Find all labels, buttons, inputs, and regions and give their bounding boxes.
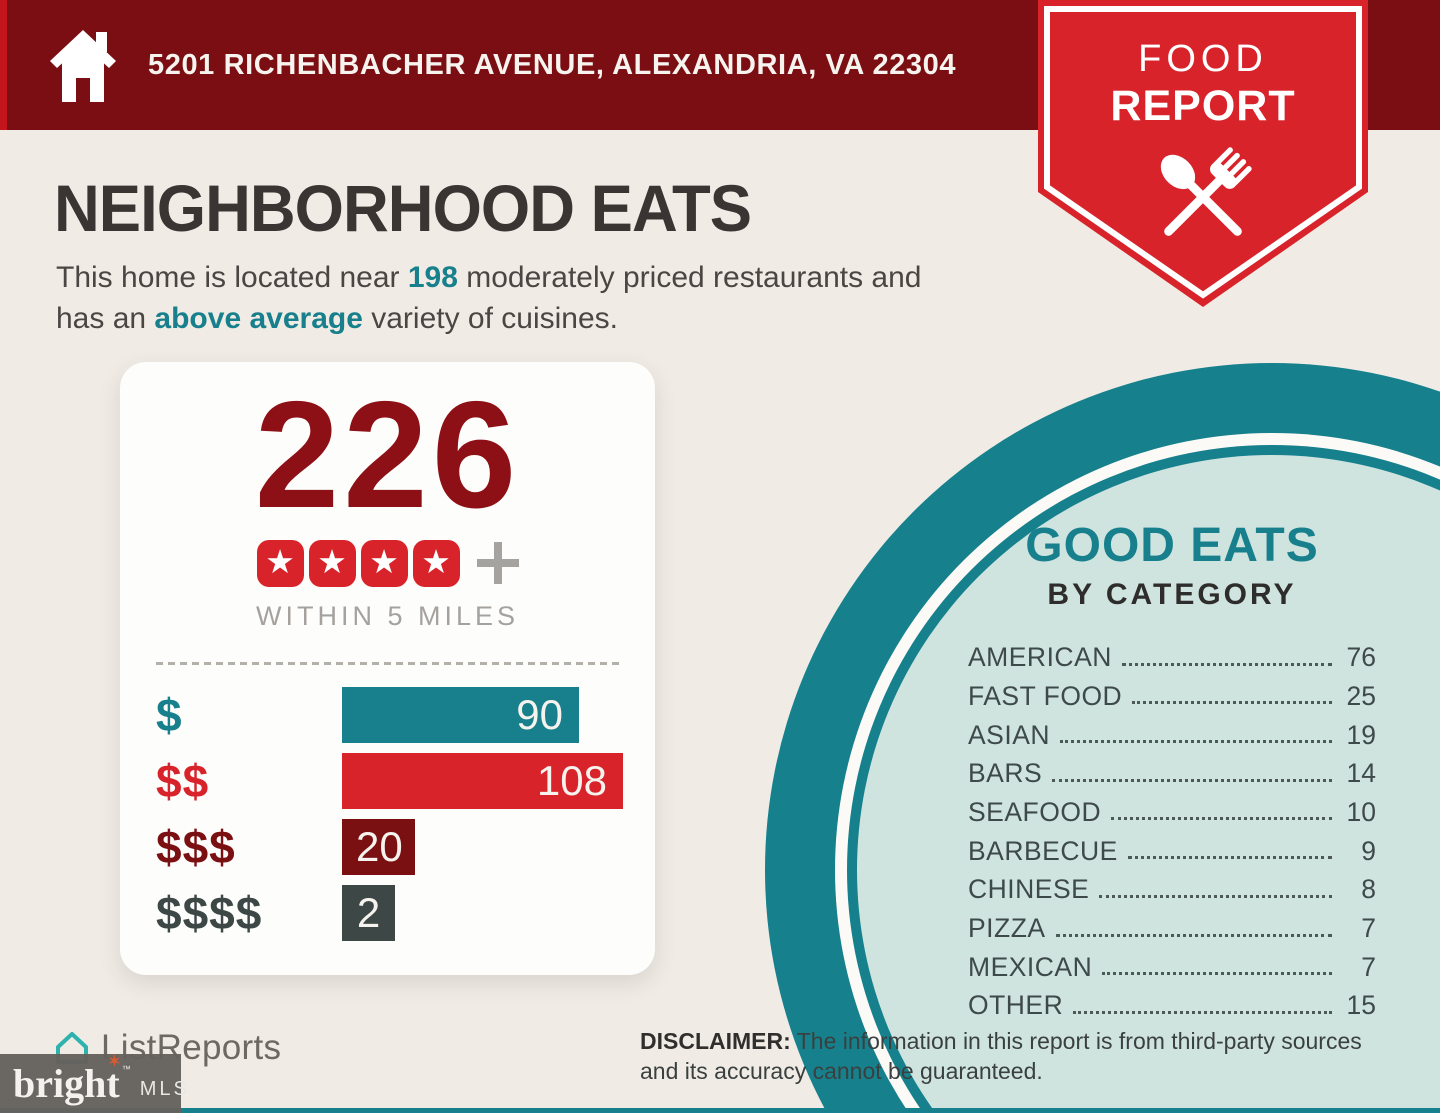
category-name: MEXICAN [968, 951, 1093, 982]
category-row: PIZZA 7 [968, 909, 1376, 948]
category-row: CHINESE 8 [968, 870, 1376, 909]
price-tier-label: $$$$ [156, 887, 263, 940]
badge-title-line1: FOOD [1138, 38, 1268, 80]
plus-icon [476, 542, 519, 585]
category-name: SEAFOOD [968, 796, 1102, 827]
good-eats-title: GOOD EATS [1025, 519, 1319, 572]
price-tier-chart: $ 90 $$ 108 $$$ 20 $$$$ 2 [120, 687, 655, 942]
bottom-accent-bar [0, 1108, 1440, 1113]
category-count: 76 [1346, 642, 1376, 673]
brightmls-text: bright [13, 1060, 120, 1106]
category-row: FAST FOOD 25 [968, 677, 1376, 716]
dot-leader [1132, 701, 1332, 705]
category-name: PIZZA [968, 913, 1046, 943]
category-list: AMERICAN 76 FAST FOOD 25 ASIAN 19 BARS 14 SE… [968, 638, 1376, 1025]
category-name: BARS [968, 758, 1043, 789]
category-count: 10 [1346, 796, 1376, 827]
category-row: AMERICAN 76 [968, 638, 1376, 677]
price-tier-label: $$$ [156, 821, 236, 874]
price-tier-bar: 2 [342, 885, 395, 942]
price-tier-value: 2 [356, 889, 381, 937]
brightmls-wordmark: bright ✶ [13, 1054, 121, 1106]
price-tier-bar: 90 [342, 687, 579, 744]
radius-label: WITHIN 5 MILES [255, 601, 520, 632]
trademark-symbol: ™ [121, 1063, 131, 1074]
price-tier-row: $$$ 20 [120, 819, 655, 876]
star-icon [360, 539, 408, 587]
dot-leader [1121, 662, 1332, 666]
category-count: 15 [1346, 990, 1376, 1021]
brightmls-watermark: bright ✶ ™ MLS [0, 1054, 187, 1113]
star-icon [308, 539, 356, 587]
category-count: 8 [1361, 874, 1376, 905]
price-tier-value: 90 [516, 691, 563, 739]
dot-leader [1073, 1010, 1332, 1014]
star-rating [120, 537, 655, 589]
subtitle-text-3: has an [56, 301, 155, 335]
category-row: BARBECUE 9 [968, 831, 1376, 870]
subtitle-text-1: This home is located near [56, 261, 408, 294]
restaurant-count: 198 [407, 261, 458, 294]
category-name: ASIAN [968, 719, 1051, 750]
category-name: FAST FOOD [968, 680, 1123, 711]
price-tier-bar: 20 [342, 819, 415, 876]
dot-leader [1055, 933, 1332, 937]
star-icon [412, 539, 460, 587]
category-count: 14 [1346, 758, 1376, 789]
subtitle-text-4: variety of cuisines. [362, 301, 618, 335]
category-name: OTHER [968, 990, 1064, 1021]
crossed-spoon-fork-icon [1160, 147, 1252, 236]
category-name: BARBECUE [968, 835, 1118, 866]
category-count: 7 [1361, 951, 1376, 982]
good-eats-subtitle: BY CATEGORY [1047, 578, 1297, 611]
dot-leader [1102, 972, 1332, 976]
category-row: ASIAN 19 [968, 715, 1376, 754]
subtitle-text-2: moderately priced restaurants and [457, 261, 922, 294]
star-icon [256, 539, 304, 587]
price-tier-label: $$ [156, 755, 210, 808]
property-address: 5201 RICHENBACHER AVENUE, ALEXANDRIA, VA… [148, 48, 957, 81]
category-count: 19 [1346, 719, 1376, 750]
category-count: 9 [1361, 835, 1376, 866]
dashed-divider [156, 662, 619, 666]
dot-leader [1099, 894, 1332, 898]
category-name: CHINESE [968, 874, 1090, 905]
badge-ribbon-shape [1038, 0, 1368, 307]
badge-title-line2: REPORT [1110, 82, 1296, 130]
disclaimer-body: The information in this report is from t… [640, 1028, 1362, 1085]
header-left-accent-strip [0, 0, 7, 130]
disclaimer-text: DISCLAIMER: The information in this repo… [640, 1026, 1388, 1087]
food-report-badge: FOOD REPORT [1038, 0, 1368, 307]
brightmls-star-icon: ✶ [108, 1053, 121, 1070]
home-icon [50, 30, 116, 102]
category-row: OTHER 15 [968, 986, 1376, 1025]
page-title: NEIGHBORHOOD EATS [54, 171, 752, 245]
category-count: 7 [1361, 913, 1376, 943]
category-name: AMERICAN [968, 642, 1112, 673]
price-tier-row: $ 90 [120, 687, 655, 744]
restaurant-summary-card: 226 WITHIN 5 MILES $ 90 $$ 108 [120, 362, 655, 975]
category-row: SEAFOOD 10 [968, 793, 1376, 832]
dot-leader [1052, 778, 1332, 782]
price-tier-value: 20 [356, 823, 403, 871]
restaurant-total-count: 226 [254, 370, 521, 540]
page-subtitle: This home is located near 198 moderately… [56, 258, 1036, 340]
dot-leader [1111, 817, 1332, 821]
price-tier-label: $ [156, 689, 183, 742]
price-tier-row: $$ 108 [120, 753, 655, 810]
mls-label: MLS [139, 1078, 190, 1100]
category-row: MEXICAN 7 [968, 948, 1376, 987]
disclaimer-label: DISCLAIMER: [640, 1028, 791, 1054]
dot-leader [1127, 856, 1332, 860]
dot-leader [1060, 740, 1332, 744]
good-eats-panel: GOOD EATS BY CATEGORY AMERICAN 76 FAST FO… [968, 518, 1376, 1025]
variety-highlight: above average [154, 301, 363, 335]
category-count: 25 [1346, 680, 1376, 711]
price-tier-row: $$$$ 2 [120, 885, 655, 942]
price-tier-bar: 108 [342, 753, 623, 810]
price-tier-value: 108 [536, 757, 607, 805]
category-row: BARS 14 [968, 754, 1376, 793]
